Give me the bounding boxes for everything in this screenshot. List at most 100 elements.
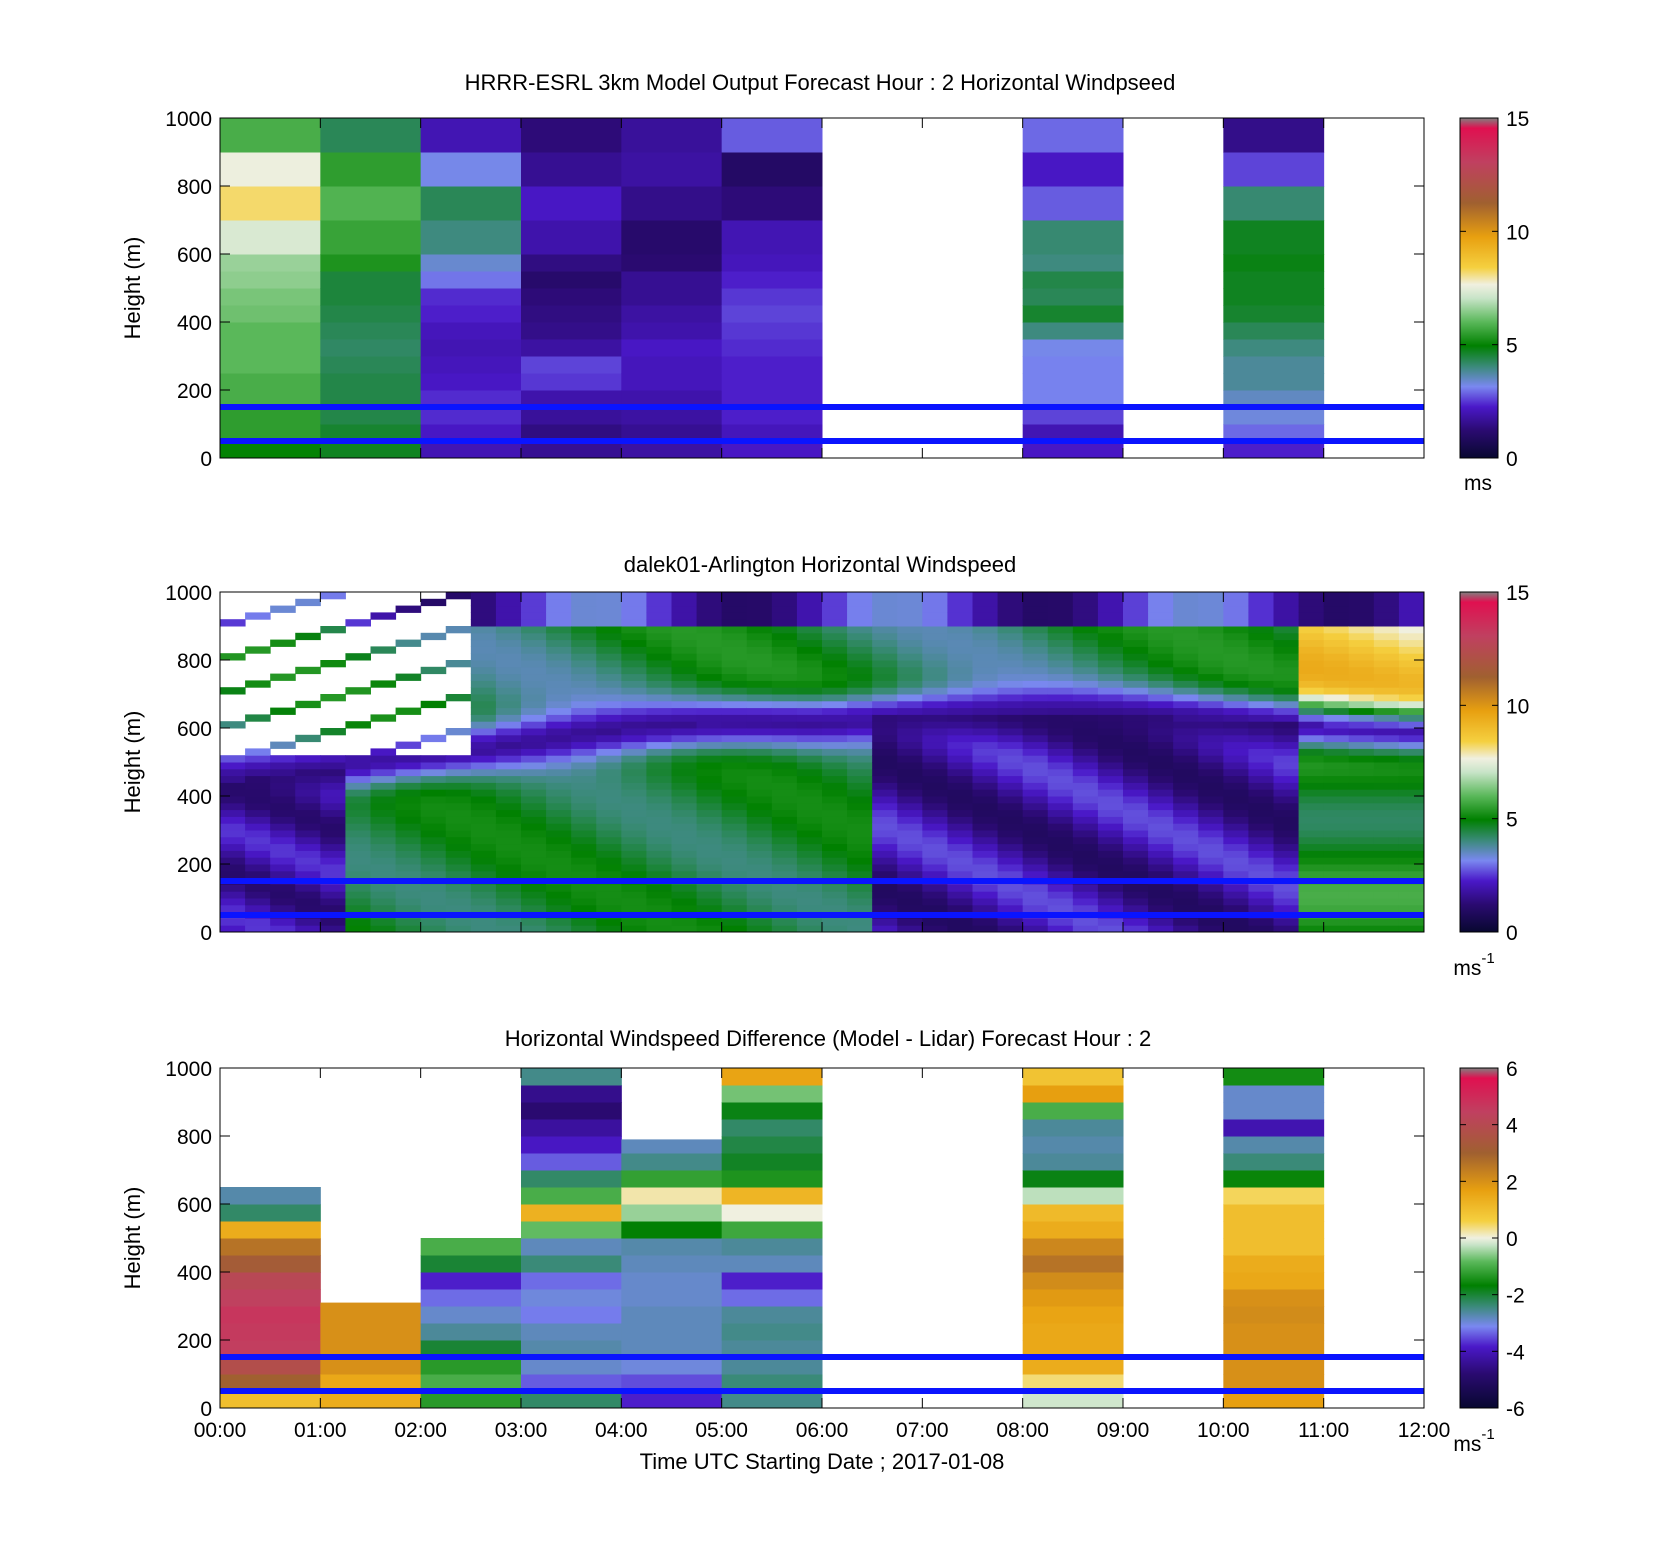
heatmap-cell — [1198, 646, 1224, 654]
heatmap-cell — [696, 721, 723, 729]
heatmap-cell — [1047, 830, 1074, 838]
heatmap-cell — [1373, 694, 1400, 702]
heatmap-cell — [897, 721, 923, 729]
heatmap-cell — [947, 673, 973, 681]
heatmap-cell — [495, 823, 522, 831]
heatmap-cell — [521, 1102, 622, 1120]
heatmap-cell — [445, 809, 472, 817]
heatmap-cell — [320, 626, 346, 634]
heatmap-cell — [872, 775, 898, 783]
heatmap-cell — [696, 728, 723, 736]
heatmap-cell — [270, 802, 296, 811]
heatmap-cell — [746, 653, 773, 661]
heatmap-cell — [1097, 680, 1124, 688]
heatmap-cell — [1223, 592, 1249, 600]
heatmap-cell — [546, 687, 572, 695]
heatmap-cell — [1273, 857, 1300, 865]
heatmap-cell — [746, 612, 773, 620]
heatmap-cell — [1198, 857, 1224, 865]
heatmap-cell — [671, 632, 698, 641]
heatmap-cell — [1223, 1391, 1325, 1409]
heatmap-cell — [420, 1289, 522, 1307]
heatmap-cell — [1123, 680, 1149, 688]
heatmap-cell — [420, 152, 522, 187]
heatmap-cell — [1373, 592, 1400, 600]
heatmap-cell — [1047, 898, 1074, 906]
heatmap-cell — [1097, 755, 1124, 763]
heatmap-cell — [571, 639, 597, 647]
heatmap-cell — [521, 891, 547, 899]
heatmap-cell — [220, 1255, 321, 1273]
heatmap-cell — [1072, 673, 1099, 681]
heatmap-cell — [997, 830, 1024, 838]
heatmap-cell — [370, 884, 397, 892]
heatmap-cell — [495, 694, 522, 702]
heatmap-cell — [696, 884, 723, 892]
heatmap-cell — [822, 673, 848, 681]
heatmap-cell — [646, 680, 672, 688]
heatmap-cell — [1398, 802, 1425, 811]
heatmap-cell — [320, 809, 346, 817]
heatmap-cell — [671, 870, 698, 879]
heatmap-cell — [646, 619, 672, 627]
heatmap-cell — [897, 646, 923, 654]
heatmap-cell — [1148, 694, 1174, 702]
heatmap-cell — [270, 741, 296, 749]
heatmap-cell — [571, 864, 597, 872]
heatmap-cell — [696, 782, 723, 790]
heatmap-cell — [922, 592, 948, 600]
heatmap-cell — [320, 1306, 422, 1324]
heatmap-cell — [596, 843, 622, 851]
heatmap-cell — [1298, 673, 1325, 681]
heatmap-cell — [370, 830, 397, 838]
heatmap-cell — [220, 782, 246, 790]
heatmap-cell — [1348, 673, 1375, 681]
heatmap-cell — [721, 118, 823, 153]
heatmap-cell — [420, 809, 447, 817]
heatmap-cell — [997, 687, 1024, 695]
heatmap-cell — [1072, 734, 1099, 743]
heatmap-cell — [771, 836, 798, 845]
heatmap-cell — [1047, 796, 1074, 804]
heatmap-cell — [1072, 660, 1099, 668]
heatmap-cell — [596, 653, 622, 661]
heatmap-cell — [470, 925, 497, 933]
heatmap-cell — [521, 816, 547, 824]
heatmap-cell — [1123, 734, 1149, 743]
heatmap-cell — [571, 721, 597, 729]
heatmap-cell — [395, 843, 422, 851]
heatmap-cell — [495, 680, 522, 688]
heatmap-cell — [1148, 721, 1174, 729]
heatmap-cell — [847, 632, 873, 641]
heatmap-cell — [596, 673, 622, 681]
heatmap-cell — [320, 836, 346, 845]
heatmap-cell — [621, 1153, 723, 1171]
heatmap-cell — [1223, 850, 1249, 858]
heatmap-cell — [1273, 755, 1300, 763]
heatmap-cell — [646, 789, 672, 797]
heatmap-cell — [1223, 1102, 1325, 1120]
heatmap-cell — [1022, 407, 1124, 425]
heatmap-cell — [721, 1153, 823, 1171]
heatmap-cell — [1223, 728, 1249, 736]
heatmap-cell — [746, 884, 773, 892]
heatmap-cell — [521, 721, 547, 729]
heatmap-cell — [646, 639, 672, 647]
heatmap-cell — [796, 816, 823, 824]
heatmap-cell — [721, 762, 748, 770]
heatmap-cell — [746, 619, 773, 627]
x-tick-label: 03:00 — [495, 1419, 548, 1442]
heatmap-cell — [671, 748, 698, 756]
heatmap-cell — [696, 592, 723, 600]
heatmap-cell — [922, 870, 948, 879]
heatmap-cell — [220, 850, 246, 858]
heatmap-cell — [671, 660, 698, 668]
heatmap-cell — [546, 843, 572, 851]
heatmap-cell — [270, 639, 296, 647]
heatmap-cell — [1273, 619, 1300, 627]
heatmap-cell — [847, 646, 873, 654]
heatmap-cell — [1348, 823, 1375, 831]
heatmap-cell — [445, 796, 472, 804]
heatmap-cell — [1398, 612, 1425, 620]
heatmap-cell — [245, 775, 271, 783]
